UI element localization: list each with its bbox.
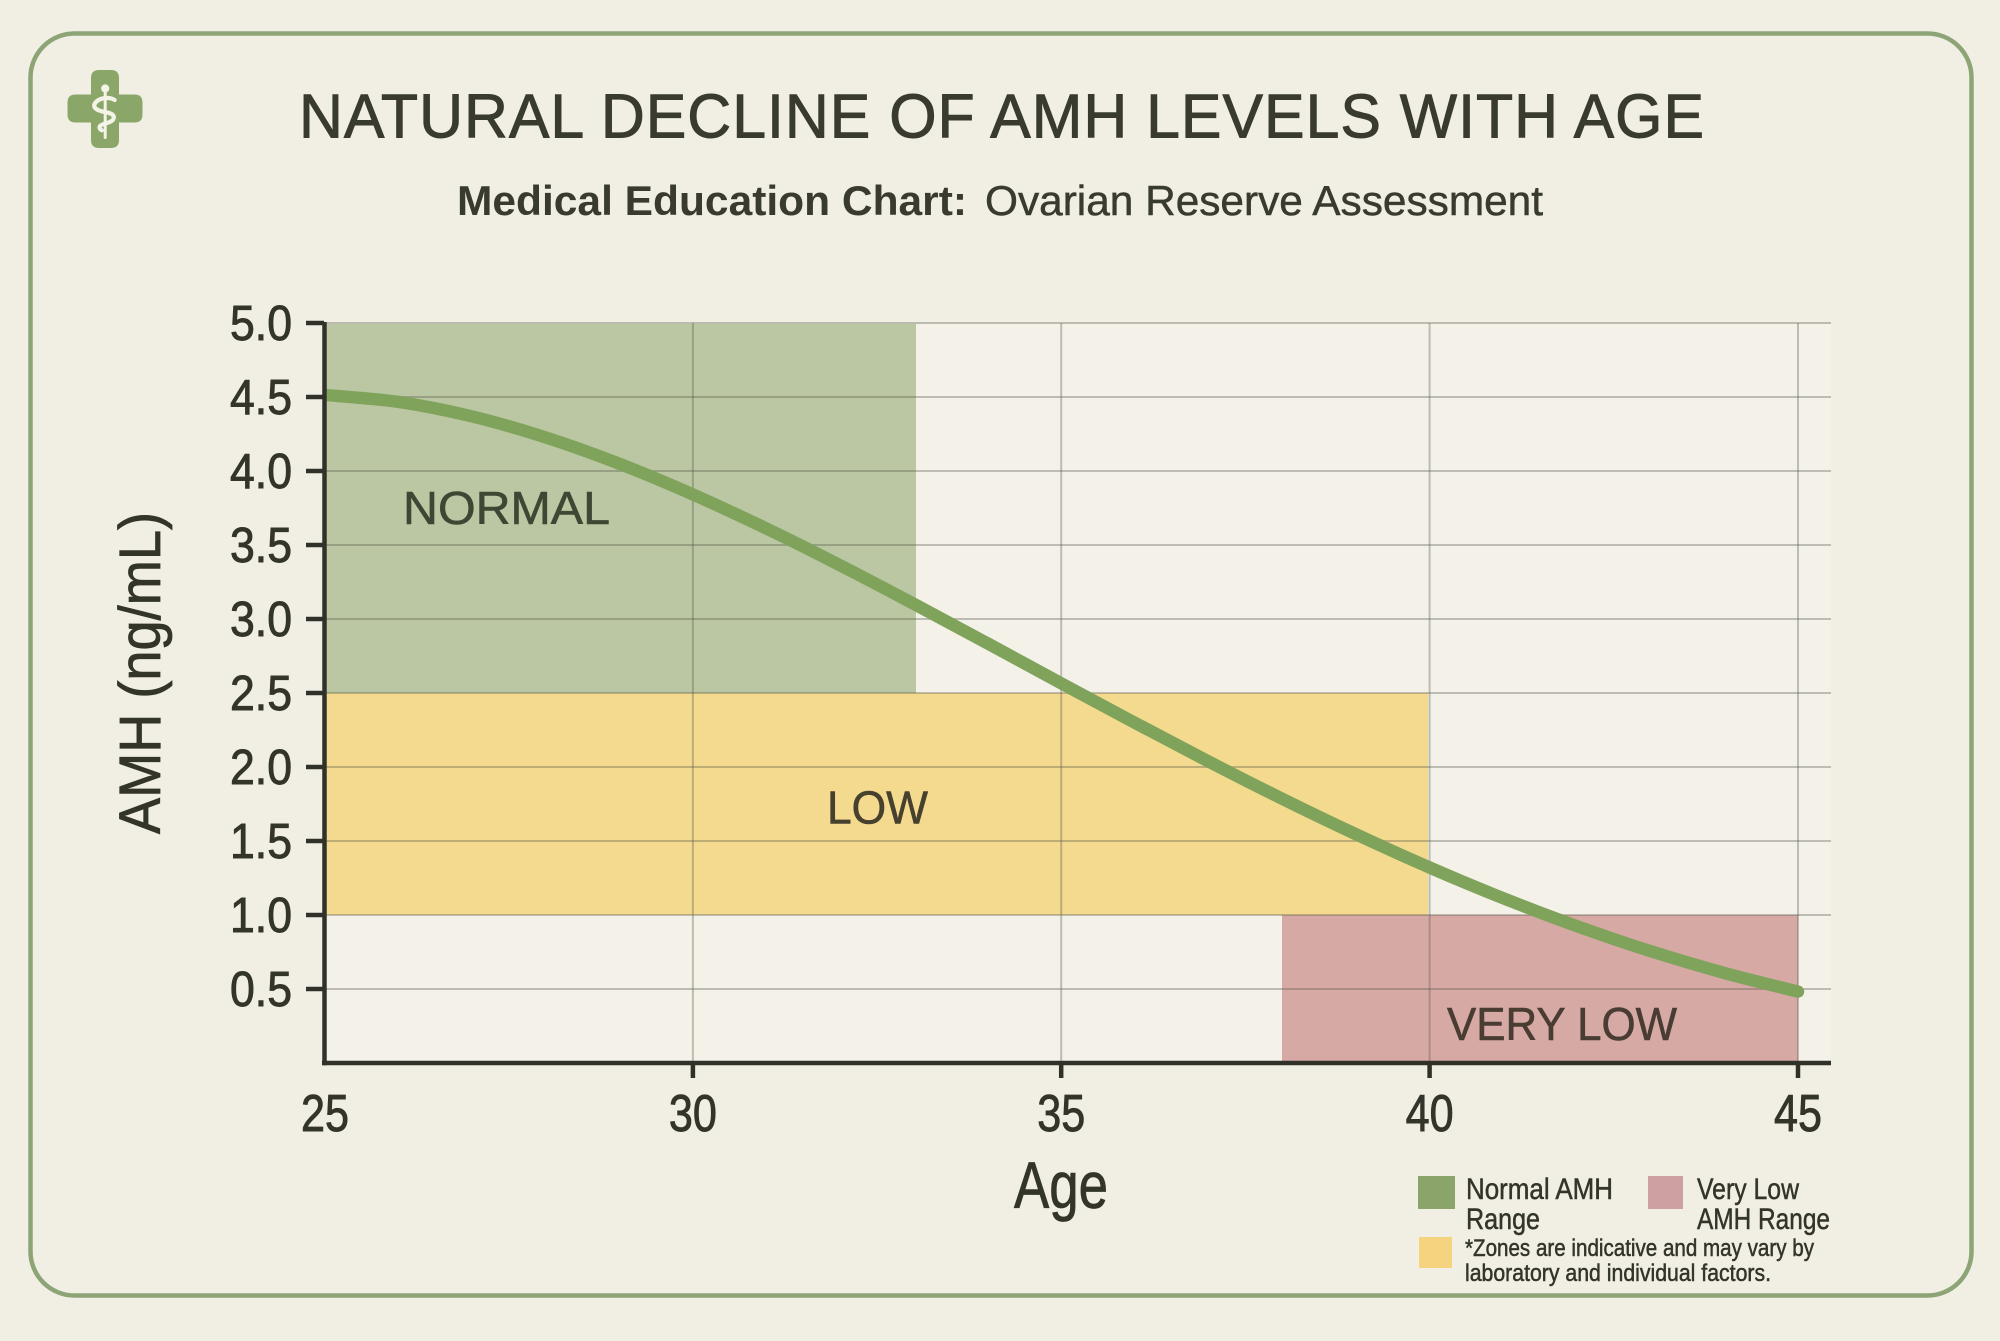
svg-text:Very Low: Very Low <box>1697 1173 1799 1206</box>
svg-text:3.5: 3.5 <box>230 519 292 573</box>
svg-text:30: 30 <box>669 1085 717 1143</box>
svg-text:Age: Age <box>1014 1148 1108 1222</box>
svg-text:2.5: 2.5 <box>230 667 292 721</box>
svg-text:35: 35 <box>1037 1085 1085 1143</box>
svg-text:3.0: 3.0 <box>230 593 292 647</box>
svg-text:40: 40 <box>1406 1085 1454 1143</box>
svg-text:5.0: 5.0 <box>230 297 292 351</box>
svg-text:0.5: 0.5 <box>230 963 292 1017</box>
svg-text:AMH Range: AMH Range <box>1697 1203 1830 1236</box>
svg-text:Normal AMH: Normal AMH <box>1466 1173 1613 1206</box>
svg-text:25: 25 <box>301 1085 349 1143</box>
svg-text:45: 45 <box>1774 1085 1822 1143</box>
svg-text:4.5: 4.5 <box>230 371 292 425</box>
svg-text:NORMAL: NORMAL <box>403 482 610 534</box>
svg-text:LOW: LOW <box>827 782 928 834</box>
svg-text:VERY LOW: VERY LOW <box>1447 998 1677 1050</box>
svg-text:1.5: 1.5 <box>230 815 292 869</box>
svg-text:1.0: 1.0 <box>230 889 292 943</box>
svg-text:AMH (ng/mL): AMH (ng/mL) <box>108 512 173 834</box>
svg-text:laboratory and individual fact: laboratory and individual factors. <box>1465 1260 1771 1287</box>
svg-text:NATURAL DECLINE OF AMH LEVELS: NATURAL DECLINE OF AMH LEVELS WITH AGE <box>299 82 1705 152</box>
svg-text:Range: Range <box>1466 1203 1540 1236</box>
svg-text:2.0: 2.0 <box>230 741 292 795</box>
svg-text:*Zones are indicative and may: *Zones are indicative and may vary by <box>1465 1235 1814 1262</box>
svg-text:Medical Education Chart:: Medical Education Chart: <box>457 177 967 224</box>
svg-text:Ovarian Reserve Assessment: Ovarian Reserve Assessment <box>985 177 1543 224</box>
svg-text:4.0: 4.0 <box>230 445 292 499</box>
